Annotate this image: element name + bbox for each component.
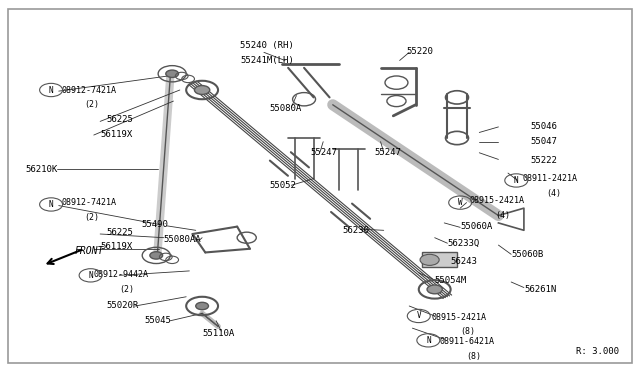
Text: 56225: 56225 [106,115,133,124]
Text: (4): (4) [546,189,561,198]
Text: 55222: 55222 [531,155,557,165]
Text: (2): (2) [119,285,134,294]
Text: 08911-6421A: 08911-6421A [440,337,495,346]
Text: 08912-7421A: 08912-7421A [62,86,117,94]
Text: N: N [88,271,93,280]
Text: 55045: 55045 [145,316,172,325]
Text: 56261N: 56261N [524,285,556,294]
Text: 55080AA: 55080AA [164,235,202,244]
Circle shape [196,302,209,310]
Circle shape [427,285,442,294]
Text: (4): (4) [495,211,510,220]
Text: 55110A: 55110A [202,329,234,338]
Text: 56230: 56230 [342,226,369,235]
Text: 55060B: 55060B [511,250,543,259]
Text: 55220: 55220 [406,47,433,56]
Text: 55247: 55247 [374,148,401,157]
Text: 55490: 55490 [141,220,168,229]
Circle shape [166,70,179,77]
Text: 56119X: 56119X [100,243,132,251]
Text: R: 3.000: R: 3.000 [577,347,620,356]
Text: 55054M: 55054M [435,276,467,285]
Text: 55020R: 55020R [106,301,139,311]
Text: 55052: 55052 [269,182,296,190]
Circle shape [195,86,210,94]
Text: 08915-2421A: 08915-2421A [470,196,525,205]
Text: N: N [514,176,518,185]
Text: W: W [458,198,463,207]
Text: (2): (2) [84,100,99,109]
Text: 55046: 55046 [531,122,557,131]
Text: V: V [417,311,421,320]
Text: FRONT: FRONT [75,246,104,256]
Circle shape [420,254,439,265]
Text: (2): (2) [84,213,99,222]
Bar [422,253,457,267]
Text: N: N [49,86,53,94]
Text: 08911-2421A: 08911-2421A [523,174,578,183]
Text: 56225: 56225 [106,228,133,237]
Text: 56119X: 56119X [100,130,132,139]
Text: (8): (8) [467,352,481,361]
Text: N: N [426,336,431,345]
Text: 56243: 56243 [451,257,477,266]
Text: N: N [49,200,53,209]
Text: 55247: 55247 [310,148,337,157]
Circle shape [150,252,163,259]
Text: 55047: 55047 [531,137,557,146]
Text: (8): (8) [460,327,475,336]
Text: 56210K: 56210K [26,165,58,174]
Text: 55080A: 55080A [269,104,301,113]
Text: 08912-7421A: 08912-7421A [62,198,117,207]
Text: 08912-9442A: 08912-9442A [94,270,148,279]
Text: 08915-2421A: 08915-2421A [431,312,486,321]
Text: 55060A: 55060A [460,222,492,231]
Text: 56233Q: 56233Q [447,239,480,248]
Text: 55241M(LH): 55241M(LH) [241,56,294,65]
Text: 55240 (RH): 55240 (RH) [241,41,294,50]
